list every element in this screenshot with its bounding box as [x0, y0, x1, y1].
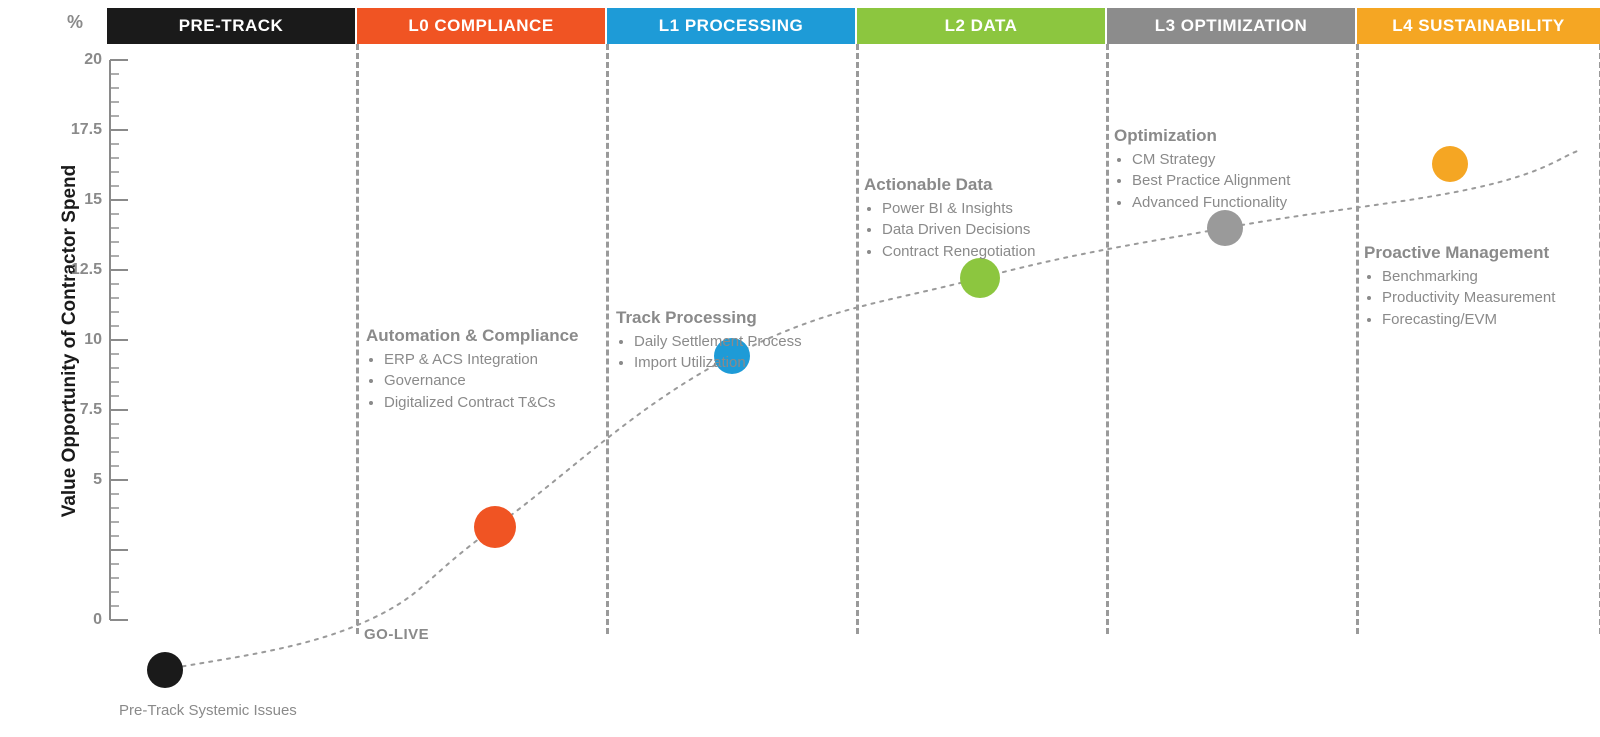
data-point [474, 506, 516, 548]
callout-item: Import Utilization [634, 353, 802, 373]
callout: Optimization CM StrategyBest Practice Ali… [1114, 126, 1290, 214]
callout-item: Forecasting/EVM [1382, 310, 1555, 330]
go-live-label: GO-LIVE [364, 626, 429, 643]
callout-item: CM Strategy [1132, 150, 1290, 170]
plot-svg [110, 60, 1580, 700]
callout-title: Actionable Data [864, 175, 1035, 195]
callout-title: Automation & Compliance [366, 326, 579, 346]
stage-header: L2 DATA [857, 8, 1105, 44]
data-point [147, 652, 183, 688]
callout-title: Optimization [1114, 126, 1290, 146]
callout-title: Proactive Management [1364, 243, 1555, 263]
callout-list: Power BI & InsightsData Driven Decisions… [864, 199, 1035, 262]
callout: Track Processing Daily Settlement Process… [616, 308, 802, 375]
y-tick-label: 20 [52, 51, 102, 69]
plot-area [110, 60, 1580, 620]
stage-header: L0 COMPLIANCE [357, 8, 605, 44]
callout-item: Advanced Functionality [1132, 193, 1290, 213]
callout-title: Track Processing [616, 308, 802, 328]
callout-item: Benchmarking [1382, 267, 1555, 287]
data-point [1432, 146, 1468, 182]
callout-item: Governance [384, 371, 579, 391]
y-tick-label: 5 [52, 471, 102, 489]
y-tick-label: 12.5 [52, 261, 102, 279]
callout-item: Contract Renegotiation [882, 242, 1035, 262]
callout-list: BenchmarkingProductivity MeasurementFore… [1364, 267, 1555, 330]
callout-list: ERP & ACS IntegrationGovernanceDigitaliz… [366, 350, 579, 413]
callout-item: Best Practice Alignment [1132, 171, 1290, 191]
callout: Automation & Compliance ERP & ACS Integra… [366, 326, 579, 414]
data-point [960, 258, 1000, 298]
y-tick-label: 17.5 [52, 121, 102, 139]
y-tick-label: 10 [52, 331, 102, 349]
y-tick-label: 0 [52, 611, 102, 629]
callout-item: ERP & ACS Integration [384, 350, 579, 370]
pretrack-label: Pre-Track Systemic Issues [119, 702, 297, 719]
data-point [1207, 210, 1243, 246]
callout: Actionable Data Power BI & InsightsData D… [864, 175, 1035, 263]
callout-item: Data Driven Decisions [882, 220, 1035, 240]
y-tick-label: 7.5 [52, 401, 102, 419]
stage-header: L4 SUSTAINABILITY [1357, 8, 1600, 44]
callout-list: Daily Settlement ProcessImport Utilizati… [616, 332, 802, 374]
chart-root: % Value Opportunity of Contractor Spend … [0, 0, 1600, 737]
stage-header: L1 PROCESSING [607, 8, 855, 44]
callout-item: Productivity Measurement [1382, 288, 1555, 308]
callout-list: CM StrategyBest Practice AlignmentAdvanc… [1114, 150, 1290, 213]
percent-sign: % [67, 12, 83, 33]
callout: Proactive Management BenchmarkingProducti… [1364, 243, 1555, 331]
stage-header: L3 OPTIMIZATION [1107, 8, 1355, 44]
stage-header: PRE-TRACK [107, 8, 355, 44]
callout-item: Digitalized Contract T&Cs [384, 393, 579, 413]
callout-item: Daily Settlement Process [634, 332, 802, 352]
callout-item: Power BI & Insights [882, 199, 1035, 219]
y-tick-label: 15 [52, 191, 102, 209]
